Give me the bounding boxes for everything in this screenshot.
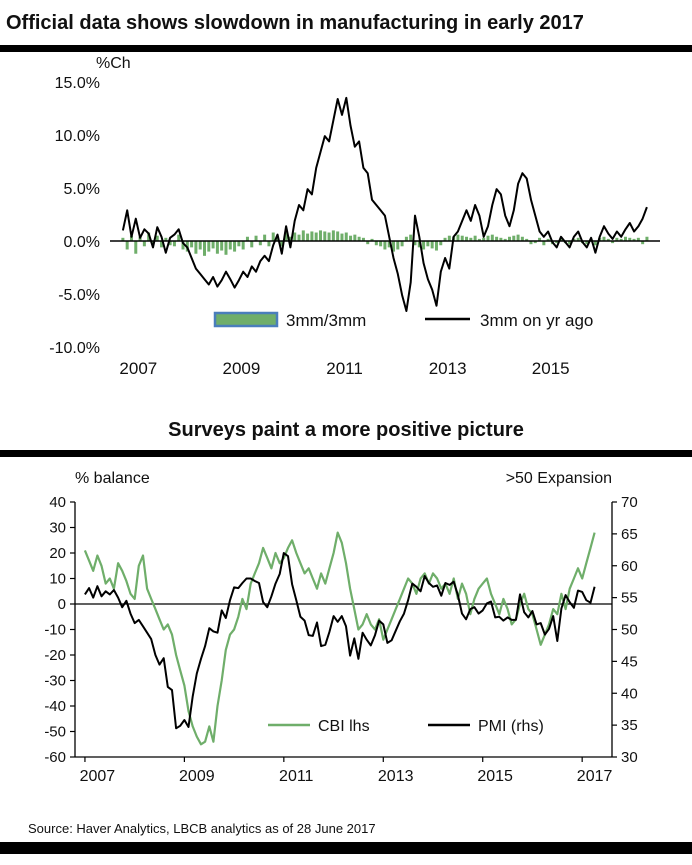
chart2-legend: CBI lhs PMI (rhs) (268, 718, 544, 735)
x-tick-label: 2011 (326, 359, 363, 378)
chart1-title: Official data shows slowdown in manufact… (6, 12, 584, 34)
y-axis-label: %Ch (96, 55, 131, 72)
manufacturing-chart: %Ch 15.0% 10.0% 5.0% 0.0% -5.0% -10.0% 2007 2009… (0, 52, 692, 409)
y-tick-label: 0.0% (64, 234, 100, 251)
left-tick-label: -20 (44, 647, 66, 664)
left-tick-label: -50 (44, 724, 66, 741)
left-tick-label: 30 (49, 520, 66, 537)
chart1-legend: 3mm/3mm 3mm on yr ago (213, 311, 593, 330)
x-tick-label: 2007 (80, 768, 116, 785)
legend-label-pmi: PMI (rhs) (478, 718, 544, 735)
legend-bar-swatch (213, 311, 279, 328)
right-tick-label: 45 (621, 653, 638, 670)
left-tick-label: -30 (44, 673, 66, 690)
source-note: Source: Haver Analytics, LBCB analytics … (28, 821, 376, 836)
left-tick-label: 0 (58, 596, 66, 613)
y-tick-label: -5.0% (58, 287, 100, 304)
left-axis-label: % balance (75, 470, 150, 487)
x-tick-label: 2013 (429, 359, 467, 378)
y-tick-label: -10.0% (49, 340, 100, 357)
legend-label-yr-ago: 3mm on yr ago (480, 311, 593, 330)
right-tick-label: 70 (621, 494, 638, 511)
surveys-chart: % balance >50 Expansion 40 30 20 10 0 -10 -20 -30… (0, 457, 692, 813)
x-tick-label: 2015 (477, 768, 513, 785)
left-tick-label: 10 (49, 571, 66, 588)
y-tick-label: 10.0% (55, 128, 100, 145)
right-tick-label: 60 (621, 558, 638, 575)
left-tick-label: -60 (44, 749, 66, 766)
x-tick-label: 2009 (179, 768, 215, 785)
separator-bar-middle (0, 450, 692, 457)
legend-label-cbi: CBI lhs (318, 718, 370, 735)
manufacturing-chart-svg: %Ch 15.0% 10.0% 5.0% 0.0% -5.0% -10.0% 2007 2009… (49, 55, 660, 378)
x-tick-label: 2009 (223, 359, 261, 378)
line-3mm-on-yr-ago (121, 96, 648, 312)
x-tick-label: 2013 (378, 768, 414, 785)
pmi-line (84, 552, 596, 730)
bars-3mm-series (121, 230, 649, 256)
chart2-title: Surveys paint a more positive picture (168, 419, 524, 441)
right-tick-label: 40 (621, 685, 638, 702)
legend-label-3mm: 3mm/3mm (286, 311, 366, 330)
y-tick-label: 5.0% (64, 181, 100, 198)
y-tick-label: 15.0% (55, 75, 100, 92)
left-tick-label: 20 (49, 545, 66, 562)
surveys-chart-svg: % balance >50 Expansion 40 30 20 10 0 -10 -20 -30… (44, 470, 638, 785)
left-tick-label: -10 (44, 622, 66, 639)
x-tick-label: 2011 (279, 768, 314, 785)
right-tick-label: 65 (621, 526, 638, 543)
separator-bar-bottom (0, 842, 692, 854)
right-tick-label: 50 (621, 622, 638, 639)
left-tick-label: 40 (49, 494, 66, 511)
x-tick-label: 2017 (577, 768, 613, 785)
right-tick-label: 30 (621, 749, 638, 766)
x-tick-label: 2007 (119, 359, 157, 378)
left-tick-label: -40 (44, 698, 66, 715)
separator-bar-top (0, 45, 692, 52)
right-tick-label: 35 (621, 717, 638, 734)
cbi-line (83, 531, 596, 746)
right-axis-label: >50 Expansion (506, 470, 612, 487)
right-tick-label: 55 (621, 590, 638, 607)
x-tick-label: 2015 (532, 359, 570, 378)
